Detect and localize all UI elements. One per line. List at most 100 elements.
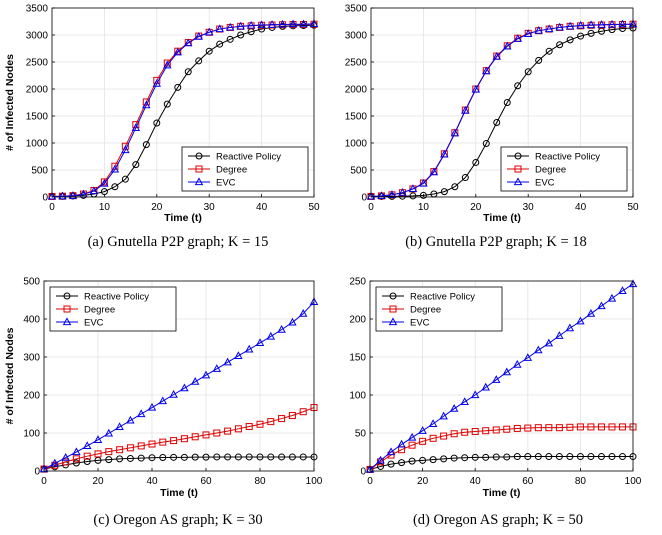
data-point-circle	[288, 453, 296, 461]
data-point-triangle	[223, 357, 232, 366]
data-point-triangle	[544, 24, 554, 33]
data-point-triangle	[212, 364, 222, 372]
data-point-triangle	[136, 409, 146, 418]
x-tick-label: 10	[418, 202, 430, 213]
data-point-circle	[597, 453, 605, 461]
data-point-square	[191, 433, 199, 441]
y-tick-label: 0	[34, 467, 40, 478]
legend-marker-circle	[195, 152, 203, 160]
data-point-circle	[137, 454, 145, 462]
plot-frame	[43, 280, 315, 472]
data-point-circle	[132, 161, 140, 169]
data-point-circle	[450, 454, 458, 462]
data-point-triangle	[440, 149, 449, 158]
series-line-circle	[369, 456, 633, 470]
legend: Reactive Policy Degree EVC	[181, 146, 309, 192]
x-tick-label: 60	[522, 476, 534, 487]
panel-a: 0 10 20 30 40 500500100015002000250030003500T…	[4, 4, 320, 251]
y-tick-label: 1500	[26, 112, 49, 123]
data-point-triangle	[387, 190, 397, 198]
data-point-triangle	[50, 458, 60, 467]
data-point-circle	[535, 56, 543, 64]
data-point-circle	[202, 453, 210, 461]
y-tick-label: 0	[42, 193, 48, 204]
data-point-square	[503, 425, 511, 433]
data-point-triangle	[68, 191, 78, 199]
y-tick-label: 0	[360, 467, 366, 478]
data-point-triangle	[169, 389, 178, 398]
data-point-triangle	[502, 41, 512, 50]
data-point-circle	[576, 453, 584, 461]
data-point-circle	[471, 453, 479, 461]
legend-marker-triangle	[388, 317, 398, 326]
x-tick-label: 0	[49, 202, 55, 213]
data-point-square	[450, 430, 458, 438]
data-point-circle	[100, 188, 108, 196]
data-point-triangle	[471, 84, 481, 93]
data-point-circle	[213, 453, 221, 461]
data-point-triangle	[502, 367, 512, 376]
data-point-triangle	[523, 353, 533, 361]
x-tick-label: 40	[470, 476, 482, 487]
data-point-square	[137, 442, 145, 450]
data-point-triangle	[115, 422, 124, 431]
data-point-circle	[256, 453, 264, 461]
data-point-circle	[216, 40, 224, 48]
data-point-triangle	[236, 21, 245, 30]
data-point-square	[608, 423, 616, 431]
legend-marker-square	[389, 305, 397, 313]
data-point-circle	[191, 453, 199, 461]
data-point-triangle	[565, 21, 575, 30]
x-axis-label: Time (t)	[483, 487, 521, 499]
data-point-square	[126, 444, 134, 452]
y-tick-label: 50	[355, 429, 367, 440]
panel-caption: (b) Gnutella P2P graph; K = 18	[405, 234, 587, 250]
data-point-triangle	[491, 375, 501, 383]
x-tick-label: 30	[523, 202, 535, 213]
data-point-circle	[195, 57, 203, 65]
data-point-circle	[545, 453, 553, 461]
data-point-triangle	[408, 184, 418, 192]
x-tick-label: 100	[625, 476, 642, 487]
data-point-triangle	[492, 51, 502, 60]
legend-label: Degree	[410, 305, 441, 316]
series-line-square	[43, 407, 315, 470]
data-point-circle	[72, 459, 80, 467]
data-point-square	[482, 427, 490, 435]
data-point-circle	[503, 453, 511, 461]
data-point-square	[299, 408, 307, 416]
data-point-circle	[524, 453, 532, 461]
data-point-circle	[524, 68, 532, 76]
data-point-circle	[482, 453, 490, 461]
legend-marker-triangle	[194, 177, 204, 186]
legend: Reactive Policy Degree EVC	[500, 146, 628, 192]
y-tick-label: 500	[31, 166, 48, 177]
y-tick-label: 3500	[26, 4, 49, 15]
data-point-triangle	[225, 22, 235, 31]
series-line-circle	[371, 27, 634, 197]
x-tick-label: 0	[368, 202, 374, 213]
data-point-triangle	[513, 359, 522, 368]
data-point-triangle	[461, 105, 470, 114]
panel-d: 0 20 40 60 80 100 0 50 100 150 200 250 Time (t) React…	[349, 277, 641, 529]
x-tick-label: 30	[204, 202, 216, 213]
legend-marker-circle	[63, 292, 71, 300]
data-point-triangle	[215, 24, 224, 33]
legend-label: EVC	[535, 178, 555, 189]
data-point-circle	[608, 453, 616, 461]
data-point-triangle	[607, 293, 617, 302]
data-point-circle	[184, 68, 192, 76]
y-axis-label: # of Infected Nodes	[4, 327, 16, 424]
data-point-circle	[587, 29, 595, 37]
data-point-triangle	[39, 464, 49, 473]
data-point-triangle	[449, 404, 459, 412]
data-point-circle	[126, 454, 134, 462]
data-point-triangle	[618, 286, 627, 294]
data-point-triangle	[104, 428, 114, 437]
data-point-triangle	[183, 38, 193, 47]
data-point-circle	[503, 99, 511, 106]
x-tick-label: 0	[41, 476, 47, 487]
x-axis-label: Time (t)	[164, 212, 202, 224]
data-point-square	[170, 437, 178, 445]
data-point-square	[202, 431, 210, 439]
